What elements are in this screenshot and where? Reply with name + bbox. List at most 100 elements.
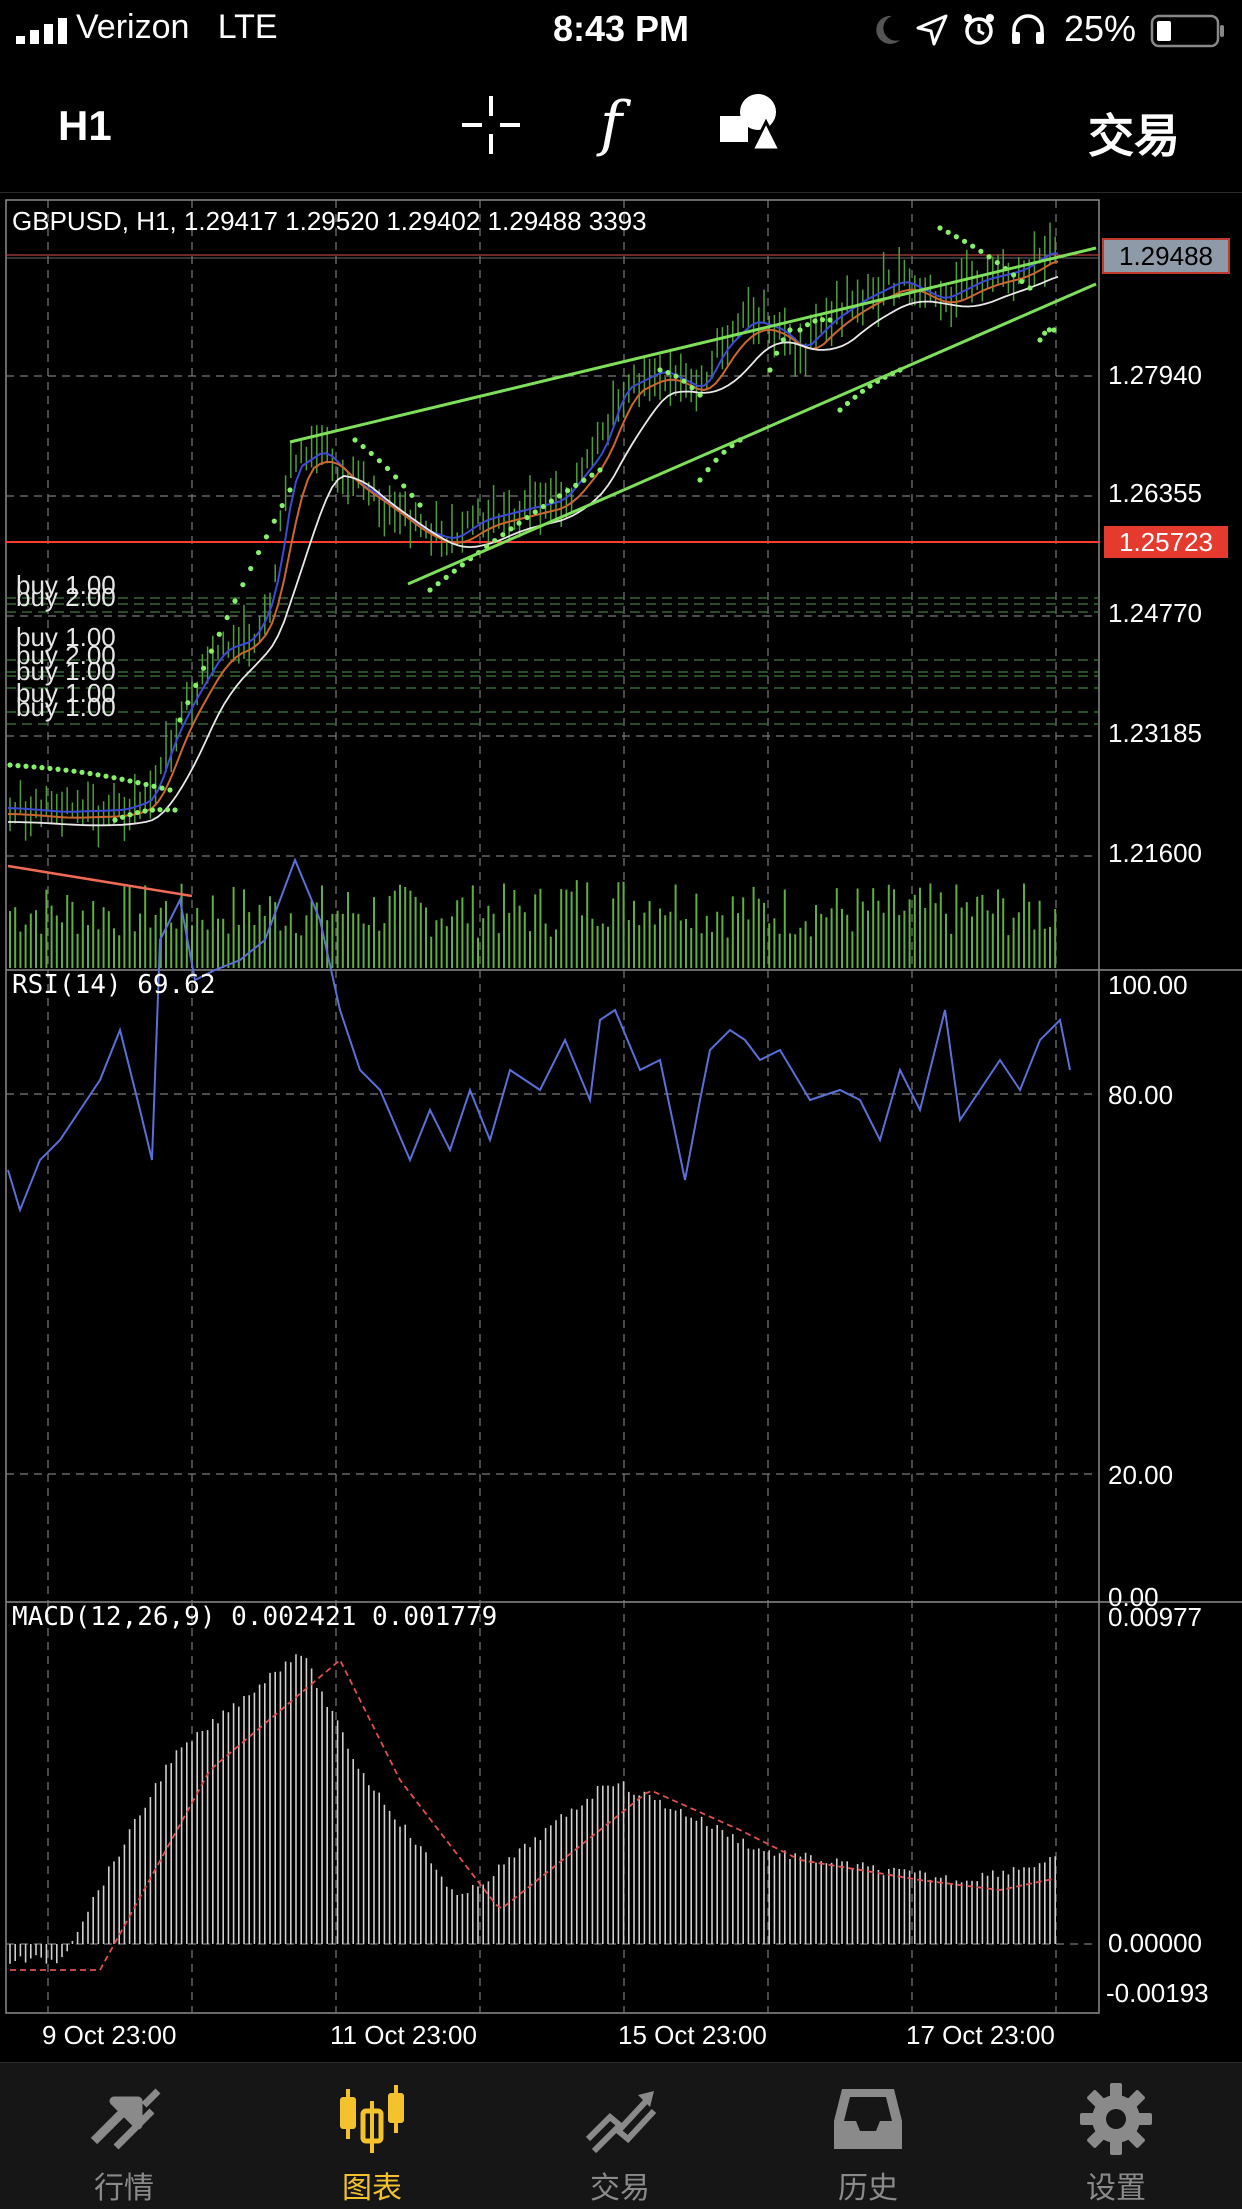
- timeframe-button[interactable]: H1: [58, 102, 112, 149]
- sar-dot: [149, 807, 156, 813]
- sar-dot: [63, 767, 69, 773]
- sar-dot: [384, 465, 391, 472]
- sar-dot: [459, 562, 465, 568]
- price-label-1: 1.27940: [1108, 360, 1202, 390]
- sar-dot: [15, 763, 21, 769]
- buy-order-label[interactable]: buy 1.00: [16, 622, 116, 652]
- buy-order-label[interactable]: buy 1.00: [16, 656, 116, 686]
- chart-toolbar: H1 f 交易: [0, 64, 1242, 192]
- trade-button[interactable]: 交易: [1088, 110, 1180, 162]
- sar-dot: [352, 437, 358, 443]
- tab-quotes[interactable]: 行情: [0, 2063, 248, 2209]
- sar-dot: [804, 322, 811, 328]
- sar-dot: [697, 392, 703, 398]
- sar-dot: [581, 477, 587, 483]
- sar-dot: [937, 225, 943, 231]
- buy-order-label[interactable]: buy 1.00: [16, 678, 116, 708]
- sar-dot: [978, 248, 984, 254]
- sar-dot: [103, 773, 109, 779]
- svg-text:f: f: [596, 89, 632, 158]
- moon-icon: [876, 15, 900, 44]
- sar-dot: [55, 766, 61, 772]
- sar-dot: [705, 467, 711, 473]
- sar-dot: [500, 532, 506, 538]
- sar-dot: [516, 520, 522, 526]
- sar-dot: [240, 582, 246, 588]
- tab-history[interactable]: 历史: [744, 2063, 992, 2209]
- sar-dot: [31, 764, 37, 770]
- sar-dot: [780, 337, 786, 343]
- buy-order-label[interactable]: buy 1.00: [16, 692, 116, 722]
- rsi-level-100: 100.00: [1108, 970, 1188, 1000]
- quotes-arrows-icon: [90, 2088, 161, 2150]
- location-arrow-icon: [916, 14, 948, 46]
- sar-dot: [135, 780, 141, 786]
- tab-settings[interactable]: 设置: [992, 2063, 1240, 2209]
- sar-dot: [787, 327, 793, 333]
- sar-dot: [812, 318, 818, 324]
- sar-dot: [255, 549, 262, 556]
- sar-dot: [159, 785, 165, 791]
- sar-dot: [111, 775, 117, 781]
- sar-dot: [23, 763, 29, 769]
- chart-canvas[interactable]: [0, 192, 1242, 2062]
- sar-dot: [565, 488, 571, 494]
- current-price-tag: 1.29488: [1102, 238, 1230, 274]
- alarm-icon: [964, 14, 994, 45]
- sar-dot: [134, 809, 141, 816]
- sar-dot: [797, 327, 803, 333]
- sar-dot: [1042, 330, 1048, 336]
- candlestick-chart-icon: [340, 2085, 404, 2153]
- sar-dot: [143, 781, 149, 788]
- shapes-icon[interactable]: [718, 92, 784, 154]
- time-label: 11 Oct 23:00: [330, 2020, 477, 2050]
- sar-dot: [443, 574, 449, 580]
- rsi-level-0: 0.00: [1108, 1582, 1159, 1612]
- sar-dot: [970, 243, 976, 249]
- network-type: LTE: [217, 8, 278, 46]
- macd-header: MACD(12,26,9) 0.002421 0.001779: [12, 1602, 498, 1632]
- sar-dot: [945, 229, 951, 235]
- sar-dot: [589, 472, 595, 478]
- sar-dot: [119, 814, 126, 820]
- macd-signal-line: [10, 1658, 1055, 1971]
- battery-percent: 25%: [1063, 8, 1136, 49]
- carrier-name: Verizon LTE: [76, 8, 278, 46]
- sar-dot: [112, 817, 118, 823]
- sar-dot: [540, 503, 546, 510]
- sar-dot: [47, 765, 53, 772]
- sar-dot: [172, 807, 178, 813]
- sar-dot: [986, 254, 992, 260]
- buy-order-label[interactable]: buy 2.00: [16, 640, 116, 670]
- sar-dot: [697, 477, 703, 483]
- sar-dot: [827, 317, 833, 323]
- buy-order-label[interactable]: buy 2.00: [16, 582, 116, 612]
- function-f-icon[interactable]: f: [594, 88, 644, 158]
- sar-dot: [597, 467, 603, 473]
- price-label-2: 1.26355: [1108, 478, 1202, 508]
- sar-dot: [232, 598, 238, 604]
- sar-dot: [376, 458, 382, 464]
- macd-level-zero: 0.00000: [1108, 1928, 1202, 1958]
- sar-dot: [852, 394, 858, 400]
- sar-dot: [263, 534, 270, 540]
- tab-trade[interactable]: 交易: [496, 2063, 744, 2209]
- sar-dot: [95, 772, 101, 778]
- sar-dot: [427, 587, 433, 593]
- price-label-5: 1.21600: [1108, 838, 1202, 868]
- tab-label: 设置: [1086, 2172, 1146, 2205]
- sar-dot: [435, 581, 441, 587]
- tab-chart[interactable]: 图表: [248, 2063, 496, 2209]
- trade-trend-icon: [585, 2091, 657, 2154]
- sar-dot: [451, 568, 457, 574]
- sar-dot: [673, 373, 679, 379]
- rsi-level-20: 20.00: [1108, 1460, 1174, 1490]
- sar-dot: [665, 370, 671, 376]
- crosshair-icon[interactable]: [458, 92, 524, 158]
- sar-dot: [248, 565, 254, 572]
- buy-order-label[interactable]: buy 1.00: [16, 570, 116, 600]
- clock: 8:43 PM: [552, 8, 690, 49]
- chart-area[interactable]: GBPUSD, H1, 1.29417 1.29520 1.29402 1.29…: [0, 192, 1242, 2062]
- time-label: 17 Oct 23:00: [906, 2020, 1055, 2050]
- sar-dot: [689, 385, 695, 391]
